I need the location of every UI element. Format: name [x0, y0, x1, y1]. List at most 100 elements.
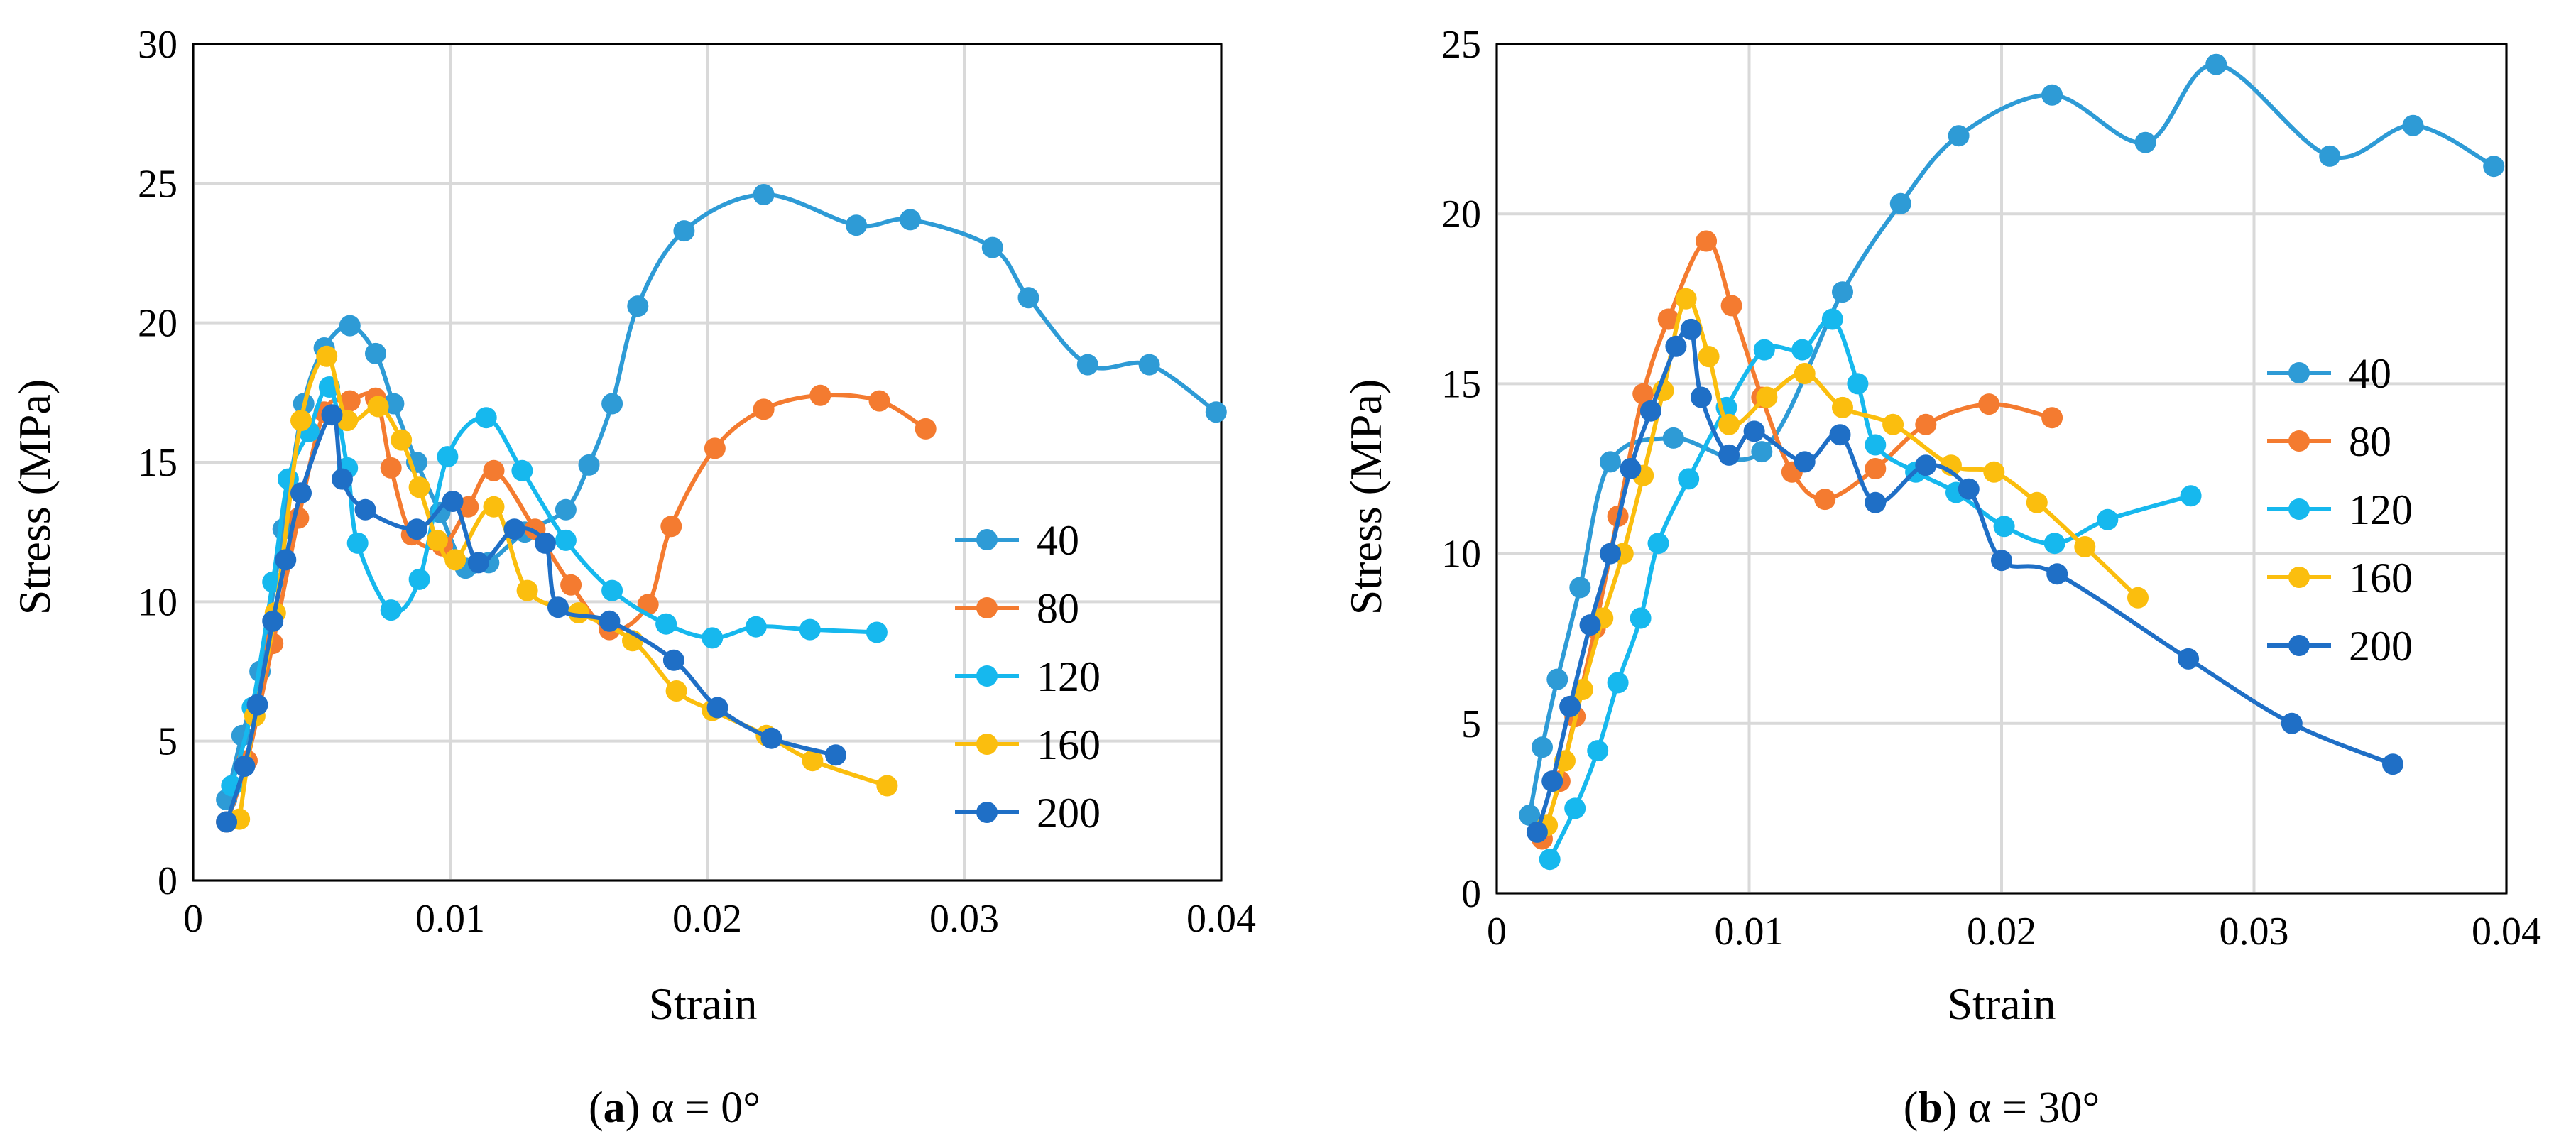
- caption-paren-open: (: [1904, 1084, 1919, 1132]
- data-point: [1076, 354, 1098, 376]
- data-point: [1639, 400, 1661, 422]
- data-point: [1564, 797, 1586, 819]
- data-point: [1756, 386, 1778, 408]
- x-tick-label: 0: [183, 897, 203, 941]
- data-point: [316, 345, 338, 367]
- y-tick-label: 25: [138, 162, 178, 206]
- data-point: [1865, 434, 1887, 456]
- data-point: [599, 610, 621, 632]
- data-point: [2281, 712, 2303, 734]
- data-point: [1832, 281, 1853, 303]
- data-point: [1600, 543, 1621, 565]
- chart-panel-b: 0 0.01 0.02 0.03 0.04 0 5 10 15 20 25 Strain Stre…: [1341, 23, 2541, 1132]
- data-point: [1847, 373, 1869, 395]
- y-tick-label: 5: [158, 720, 178, 764]
- y-tick-label: 0: [158, 859, 178, 903]
- data-point: [1794, 451, 1816, 473]
- data-point: [702, 627, 724, 649]
- data-point: [262, 610, 284, 632]
- data-point: [1698, 346, 1720, 368]
- legend-marker: [2288, 498, 2310, 520]
- legend-label: 200: [2349, 623, 2413, 670]
- data-point: [405, 518, 427, 540]
- data-point: [408, 568, 430, 590]
- data-point: [391, 429, 413, 451]
- legend-marker: [976, 597, 998, 618]
- y-tick-label: 10: [138, 580, 178, 624]
- x-tick-labels: 0 0.01 0.02 0.03 0.04: [183, 897, 1256, 941]
- x-tick-label: 0.03: [929, 897, 999, 941]
- data-point: [673, 220, 695, 242]
- data-point: [1541, 770, 1563, 792]
- data-point: [981, 236, 1003, 258]
- legend-label: 160: [1037, 721, 1101, 768]
- data-point: [555, 529, 577, 551]
- data-point: [1620, 458, 1642, 479]
- legend-marker: [2288, 567, 2310, 588]
- legend-item-80: 80: [955, 585, 1079, 632]
- data-point: [846, 214, 867, 236]
- data-point: [760, 727, 782, 749]
- data-point: [2074, 536, 2096, 557]
- data-point: [246, 694, 268, 716]
- data-point: [2178, 648, 2200, 670]
- data-point: [704, 437, 726, 459]
- data-point: [2402, 114, 2424, 136]
- x-tick-label: 0.02: [672, 897, 742, 941]
- x-tick-label: 0.02: [1967, 910, 2036, 954]
- series-120: [221, 376, 888, 797]
- legend: 40 80 120 160 200: [955, 517, 1101, 836]
- data-point: [1829, 424, 1851, 446]
- data-point: [753, 398, 775, 420]
- data-point: [1753, 339, 1775, 361]
- x-tick-label: 0: [1487, 910, 1507, 954]
- data-point: [1993, 516, 2015, 538]
- caption-text: α = 0°: [640, 1084, 760, 1132]
- data-point: [216, 811, 238, 833]
- data-point: [1832, 396, 1853, 418]
- legend-item-40: 40: [2267, 350, 2391, 397]
- y-tick-label: 10: [1441, 533, 1481, 577]
- data-point: [2041, 407, 2063, 429]
- caption-letter: b: [1918, 1084, 1942, 1132]
- data-point: [1983, 461, 2005, 483]
- data-point: [2026, 491, 2048, 513]
- data-point: [900, 209, 921, 231]
- data-point: [367, 396, 389, 418]
- data-point: [1865, 491, 1887, 513]
- data-point: [2205, 53, 2227, 75]
- x-tick-label: 0.01: [1715, 910, 1784, 954]
- y-tick-labels: 0 5 10 15 20 25 30: [138, 23, 178, 903]
- y-tick-label: 15: [1441, 362, 1481, 406]
- y-tick-label: 20: [138, 302, 178, 346]
- data-point: [2043, 533, 2065, 555]
- data-point: [876, 775, 898, 797]
- x-tick-label: 0.03: [2220, 910, 2289, 954]
- data-point: [1587, 740, 1609, 762]
- data-point: [444, 549, 466, 571]
- chart-panel-a: 0 0.01 0.02 0.03 0.04 0 5 10 15 20 25 30 Strain St…: [9, 23, 1256, 1132]
- data-point: [745, 616, 767, 638]
- data-point: [534, 532, 556, 554]
- data-point: [1539, 849, 1561, 871]
- data-point: [275, 549, 297, 571]
- y-axis-title: Stress (MPa): [9, 379, 60, 615]
- x-axis-title: Strain: [1948, 979, 2056, 1029]
- legend-item-160: 160: [2267, 555, 2413, 601]
- data-point: [1794, 363, 1816, 384]
- data-point: [802, 750, 824, 772]
- data-point: [1559, 695, 1581, 717]
- data-point: [1678, 468, 1700, 490]
- x-tick-label: 0.04: [1186, 897, 1256, 941]
- y-tick-label: 25: [1441, 23, 1481, 67]
- data-point: [1915, 454, 1937, 476]
- data-point: [868, 390, 890, 412]
- data-point: [234, 756, 256, 777]
- legend-item-80: 80: [2267, 418, 2391, 465]
- data-point: [1718, 413, 1740, 435]
- data-point: [1720, 295, 1742, 317]
- legend-label: 120: [2349, 486, 2413, 533]
- data-point: [408, 476, 430, 498]
- caption-paren-open: (: [589, 1084, 604, 1132]
